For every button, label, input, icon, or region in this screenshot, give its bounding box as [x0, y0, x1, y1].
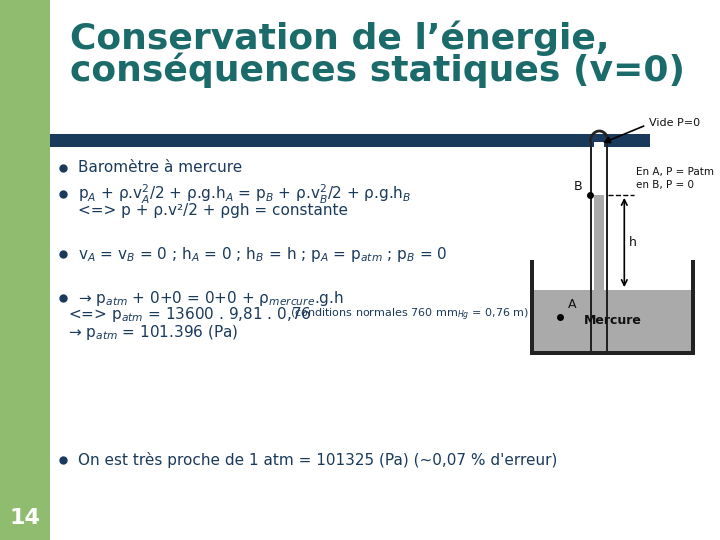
Bar	[0, 0, 50, 540]
Bar	[594, 142, 604, 195]
Bar	[534, 290, 691, 351]
Bar	[590, 142, 593, 351]
Bar	[594, 195, 604, 351]
Text: Baromètre à mercure: Baromètre à mercure	[78, 160, 242, 176]
Text: → p$_{atm}$ + 0+0 = 0+0 + ρ$_{mercure}$.g.h: → p$_{atm}$ + 0+0 = 0+0 + ρ$_{mercure}$.…	[78, 288, 344, 307]
Text: h: h	[629, 236, 637, 249]
Text: <=> p + ρ.v²/2 + ρgh = constante: <=> p + ρ.v²/2 + ρgh = constante	[78, 202, 348, 218]
Bar	[530, 351, 695, 355]
Text: <=> p$_{atm}$ = 13600 . 9,81 . 0,76: <=> p$_{atm}$ = 13600 . 9,81 . 0,76	[68, 306, 312, 325]
Text: En A, P = Patm
en B, P = 0: En A, P = Patm en B, P = 0	[636, 167, 714, 190]
Text: conséquences statiques (v=0): conséquences statiques (v=0)	[70, 53, 685, 89]
Text: A: A	[568, 298, 577, 311]
Bar	[691, 260, 695, 355]
Bar	[50, 134, 650, 147]
Text: v$_A$ = v$_B$ = 0 ; h$_A$ = 0 ; h$_B$ = h ; p$_A$ = p$_{atm}$ ; p$_B$ = 0: v$_A$ = v$_B$ = 0 ; h$_A$ = 0 ; h$_B$ = …	[78, 245, 448, 264]
Text: → p$_{atm}$ = 101.396 (Pa): → p$_{atm}$ = 101.396 (Pa)	[68, 322, 238, 341]
Bar	[606, 142, 608, 351]
Bar	[0, 495, 50, 540]
Bar	[63, 0, 708, 135]
Text: p$_A$ + ρ.v$_A^2$/2 + ρ.g.h$_A$ = p$_B$ + ρ.v$_B^2$/2 + ρ.g.h$_B$: p$_A$ + ρ.v$_A^2$/2 + ρ.g.h$_A$ = p$_B$ …	[78, 183, 411, 206]
Text: Mercure: Mercure	[584, 314, 642, 327]
Bar	[530, 260, 534, 355]
Text: (conditions normales 760 mm$_{Hg}$ = 0,76 m): (conditions normales 760 mm$_{Hg}$ = 0,7…	[290, 307, 529, 323]
Bar	[0, 0, 195, 150]
Text: 14: 14	[9, 508, 40, 528]
Text: Vide P=0: Vide P=0	[649, 118, 701, 128]
Text: B: B	[574, 180, 582, 193]
Text: Conservation de l’énergie,: Conservation de l’énergie,	[70, 20, 610, 56]
Text: On est très proche de 1 atm = 101325 (Pa) (~0,07 % d'erreur): On est très proche de 1 atm = 101325 (Pa…	[78, 452, 557, 468]
